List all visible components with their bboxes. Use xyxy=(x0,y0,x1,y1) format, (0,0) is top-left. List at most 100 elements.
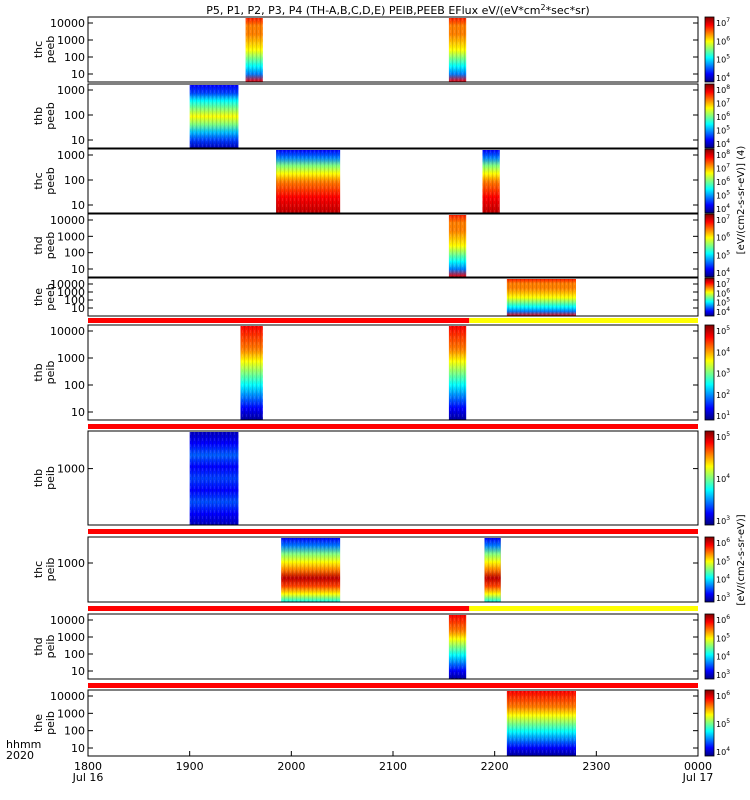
panel-product-label: peeb xyxy=(44,283,57,311)
colorbar-tick-label: 107 xyxy=(716,214,730,225)
spectrogram-texture xyxy=(276,150,341,213)
panel-product-label: peib xyxy=(44,466,57,490)
colorbar-tick-base: 10 xyxy=(716,234,726,243)
colorbar-tick-exp: 4 xyxy=(726,473,730,480)
y-tick-label: 10000 xyxy=(50,614,85,627)
colorbar-tick-exp: 6 xyxy=(726,111,730,118)
colorbar-tick-base: 10 xyxy=(716,86,726,95)
colorbar-tick-label: 103 xyxy=(716,669,730,680)
x-tick-label: 1800 xyxy=(74,760,102,773)
colorbar-tick-label: 104 xyxy=(716,651,730,662)
colorbar-tick-label: 105 xyxy=(716,54,730,65)
colorbar-tick-exp: 3 xyxy=(726,669,730,676)
y-tick-label: 100 xyxy=(64,51,85,64)
colorbar-tick-base: 10 xyxy=(716,113,726,122)
x-tick-label: 0000 xyxy=(684,760,712,773)
colorbar-tick-base: 10 xyxy=(716,557,726,566)
colorbar xyxy=(704,536,715,603)
colorbar-tick-base: 10 xyxy=(716,289,726,298)
colorbar-tick-base: 10 xyxy=(716,671,726,680)
y-tick-label: 10 xyxy=(71,302,85,315)
colorbar-tick-label: 107 xyxy=(716,98,730,109)
colorbar-tick-label: 105 xyxy=(716,718,730,729)
flag-bar-red xyxy=(88,424,698,429)
colorbar-tick-label: 108 xyxy=(716,149,730,160)
colorbar xyxy=(704,324,715,421)
colorbar-tick-base: 10 xyxy=(716,216,726,225)
spectrogram-texture xyxy=(506,279,576,316)
panel-frame xyxy=(87,613,699,680)
flag-bar-red xyxy=(88,529,698,534)
time-axis: 1800 1900 2000 2100 2200 2300 0000 Jul 16 Jul 17 xyxy=(72,751,714,784)
y-tick-label: 1000 xyxy=(57,286,85,299)
panel-frame xyxy=(87,324,699,421)
y-tick-label: 1000 xyxy=(57,707,85,720)
colorbar-tick-base: 10 xyxy=(716,720,726,729)
colorbar-tick-base: 10 xyxy=(716,19,726,28)
panel-product-label: peeb xyxy=(44,232,57,260)
y-tick-label: 100 xyxy=(64,294,85,307)
x-tick-label: 2000 xyxy=(277,760,305,773)
spectrogram-texture xyxy=(189,432,239,525)
colorbar-tick-label: 105 xyxy=(716,632,730,643)
colorbar-tick-base: 10 xyxy=(716,594,726,603)
colorbar-tick-exp: 5 xyxy=(726,54,730,61)
x-tick-label: 2200 xyxy=(481,760,509,773)
y-tick-label: 100 xyxy=(64,109,85,122)
panel-product-label: peib xyxy=(44,635,57,659)
flag-bar-yellow xyxy=(469,606,698,611)
panel-probe-label: thd xyxy=(32,637,45,655)
y-tick-label: 100 xyxy=(64,648,85,661)
colorbar-tick-label: 105 xyxy=(716,297,730,308)
y-tick-label: 10 xyxy=(71,263,85,276)
colorbar-tick-base: 10 xyxy=(716,576,726,585)
colorbar-tick-exp: 6 xyxy=(726,614,730,621)
colorbar xyxy=(704,430,715,526)
colorbar-tick-label: 101 xyxy=(716,410,730,421)
colorbar-tick-exp: 6 xyxy=(726,287,730,294)
colorbar-tick-base: 10 xyxy=(716,616,726,625)
y-tick-label: 1000 xyxy=(57,149,85,162)
spectrogram-texture xyxy=(189,85,239,148)
y-tick-label: 10 xyxy=(71,665,85,678)
colorbar-tick-exp: 4 xyxy=(726,651,730,658)
spectrogram-texture xyxy=(484,538,501,602)
colorbar-tick-exp: 6 xyxy=(726,537,730,544)
colorbar-tick-exp: 4 xyxy=(726,346,730,353)
colorbar-tick-exp: 5 xyxy=(726,249,730,256)
panel-frame xyxy=(87,430,699,526)
x-tick-label: 2100 xyxy=(379,760,407,773)
colorbar-tick-label: 106 xyxy=(716,232,730,243)
panel-probe-label: thb xyxy=(32,363,45,381)
y-tick-label: 100 xyxy=(64,174,85,187)
x-date-label: Jul 17 xyxy=(682,771,714,784)
colorbar-tick-base: 10 xyxy=(716,205,726,214)
colorbar-tick-exp: 7 xyxy=(726,278,730,285)
time-axis-corner-label-1: hhmm xyxy=(6,738,41,751)
colorbar-tick-base: 10 xyxy=(716,653,726,662)
colorbar-tick-base: 10 xyxy=(716,692,726,701)
colorbar-tick-exp: 7 xyxy=(726,163,730,170)
colorbar xyxy=(704,16,715,83)
colorbar xyxy=(704,277,715,317)
plot-title-main: P5, P1, P2, P3, P4 (TH-A,B,C,D,E) PEIB,P… xyxy=(206,4,540,17)
panel-product-label: peeb xyxy=(44,167,57,195)
colorbar-tick-label: 106 xyxy=(716,287,730,298)
y-tick-label: 1000 xyxy=(57,230,85,243)
y-tick-label: 10000 xyxy=(50,690,85,703)
colorbar-tick-label: 107 xyxy=(716,278,730,289)
panel-frame xyxy=(87,277,699,317)
colorbar-tick-base: 10 xyxy=(716,370,726,379)
panel-frame xyxy=(87,148,699,214)
colorbar-tick-label: 106 xyxy=(716,614,730,625)
panel-probe-label: the xyxy=(32,714,45,732)
spectrogram-texture xyxy=(245,18,263,82)
